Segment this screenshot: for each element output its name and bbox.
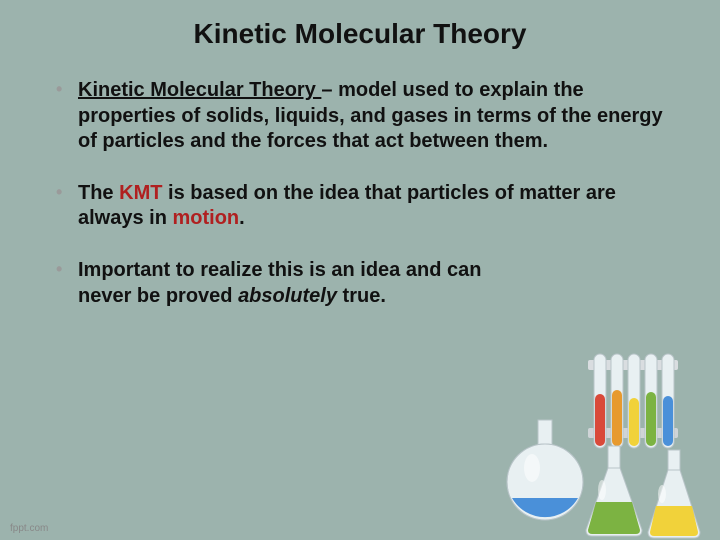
slide-title: Kinetic Molecular Theory	[40, 18, 680, 50]
test-tube-rack-icon	[588, 354, 678, 448]
footer-credit: fppt.com	[10, 523, 48, 534]
conical-flask-icon	[586, 446, 642, 536]
conical-flask-icon	[648, 450, 700, 538]
term-underline: Kinetic Molecular Theory	[78, 79, 321, 101]
bullet-text: The	[78, 182, 119, 204]
bullet-text: true.	[337, 285, 386, 307]
bullet-item: Kinetic Molecular Theory – model used to…	[78, 78, 680, 155]
slide: Kinetic Molecular Theory Kinetic Molecul…	[0, 0, 720, 540]
glassware-illustration	[490, 350, 720, 540]
bullet-item: The KMT is based on the idea that partic…	[78, 181, 680, 232]
emphasis-absolutely: absolutely	[238, 285, 337, 307]
highlight-motion: motion	[173, 207, 240, 229]
round-flask-icon	[507, 420, 583, 520]
bullet-text: .	[239, 207, 245, 229]
highlight-kmt: KMT	[119, 182, 162, 204]
bullet-item: Important to realize this is an idea and…	[78, 258, 680, 309]
bullet-list: Kinetic Molecular Theory – model used to…	[40, 78, 680, 309]
